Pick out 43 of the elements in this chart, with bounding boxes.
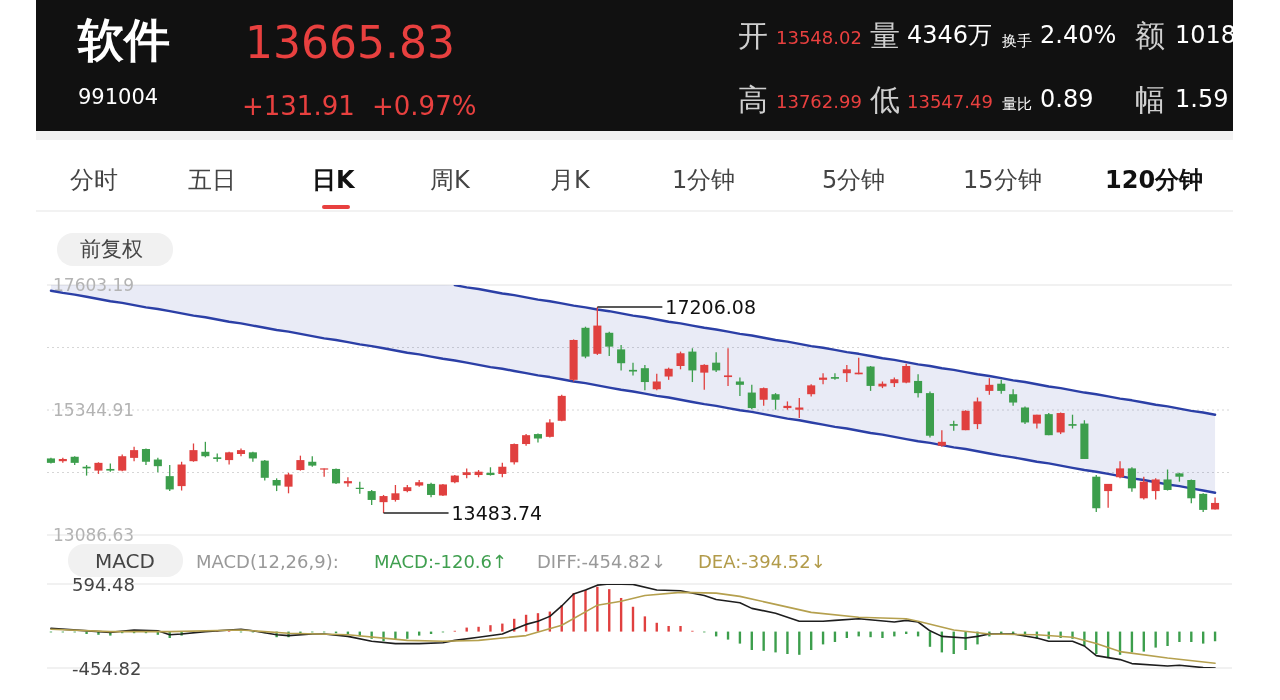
text: 量	[870, 17, 900, 53]
text: 1分钟	[672, 166, 736, 194]
y-tick-label: 15344.91	[53, 400, 135, 420]
annotation: 13483.74	[451, 502, 543, 525]
text: 日K	[312, 166, 356, 194]
text: 量比	[1002, 95, 1032, 113]
text: 5分钟	[822, 166, 886, 194]
text: 额	[1135, 17, 1165, 53]
text: 1.59	[1175, 85, 1229, 113]
y-tick-label: -454.82	[72, 657, 142, 679]
text: 幅	[1135, 81, 1165, 117]
text: 分时	[70, 166, 118, 194]
text: 开	[738, 17, 768, 53]
text: MACD(12,26,9):	[196, 550, 339, 572]
text: +0.97%	[372, 91, 477, 121]
text: 月K	[550, 166, 591, 194]
text: 13665.83	[245, 16, 455, 68]
y-tick-label: 17603.19	[53, 275, 135, 295]
text: 五日	[188, 166, 236, 194]
text: 周K	[430, 166, 471, 194]
text: +131.91	[242, 91, 355, 121]
text: DEA:-394.52↓	[698, 550, 826, 572]
text: 13762.99	[776, 90, 862, 112]
y-tick-label: 594.48	[72, 573, 135, 595]
text: 低	[870, 81, 900, 117]
text: MACD:-120.6↑	[374, 550, 508, 572]
text: 前复权	[80, 237, 143, 261]
text: 4346万	[907, 21, 993, 49]
text: 2.40%	[1040, 21, 1117, 49]
text: 15分钟	[963, 166, 1042, 194]
text: DIFF:-454.82↓	[537, 550, 667, 572]
chart-title: 软件	[77, 13, 170, 67]
text: MACD	[95, 549, 155, 573]
text: 高	[738, 81, 768, 117]
text: 13547.49	[907, 90, 993, 112]
text: 换手	[1002, 32, 1032, 50]
text: 120分钟	[1105, 166, 1204, 194]
annotation: 17206.08	[665, 295, 757, 318]
text: 13548.02	[776, 26, 862, 48]
text: 0.89	[1040, 85, 1094, 113]
chart-subtitle: 991004	[78, 85, 159, 109]
text: 1018	[1175, 21, 1237, 49]
y-tick-label: 13086.63	[53, 525, 135, 545]
